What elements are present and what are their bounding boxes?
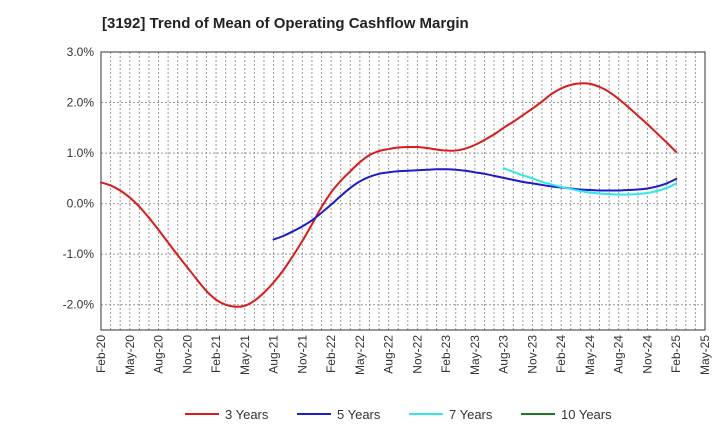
x-tick-label: Nov-21 — [295, 335, 309, 374]
x-tick-label: Aug-23 — [497, 335, 511, 374]
x-tick-label: May-25 — [698, 335, 712, 375]
y-tick-label: 2.0% — [67, 96, 95, 110]
y-tick-label: -1.0% — [63, 247, 95, 261]
y-tick-label: 3.0% — [67, 45, 95, 59]
y-axis-ticks: 3.0% 2.0% 1.0% 0.0% -1.0% -2.0% — [63, 45, 95, 312]
y-tick-label: -2.0% — [63, 298, 95, 312]
x-tick-label: Aug-22 — [382, 335, 396, 374]
x-tick-label: May-21 — [238, 335, 252, 375]
legend-label-3-years: 3 Years — [225, 407, 269, 422]
x-tick-label: May-20 — [123, 335, 137, 375]
x-tick-label: Feb-24 — [554, 335, 568, 373]
series-line-5-years — [272, 168, 678, 241]
y-tick-label: 1.0% — [67, 146, 95, 160]
legend: 3 Years 5 Years 7 Years 10 Years — [185, 407, 612, 422]
x-tick-label: Feb-25 — [669, 335, 683, 373]
x-tick-label: Feb-23 — [439, 335, 453, 373]
series-line-7-years — [502, 167, 678, 196]
x-tick-label: Nov-22 — [410, 335, 424, 374]
series-line-3-years — [100, 82, 678, 308]
x-tick-label: May-23 — [468, 335, 482, 375]
x-tick-label: Aug-21 — [267, 335, 281, 374]
x-tick-label: May-22 — [353, 335, 367, 375]
x-tick-label: Aug-20 — [152, 335, 166, 374]
x-tick-label: Nov-20 — [180, 335, 194, 374]
x-tick-label: Nov-24 — [640, 335, 654, 374]
chart-title: [3192] Trend of Mean of Operating Cashfl… — [102, 15, 469, 32]
series-lines — [100, 82, 678, 308]
y-tick-label: 0.0% — [67, 197, 95, 211]
x-axis-ticks: Feb-20 May-20 Aug-20 Nov-20 Feb-21 May-21 Aug-… — [94, 335, 712, 375]
x-tick-label: Nov-23 — [525, 335, 539, 374]
x-tick-label: Aug-24 — [612, 335, 626, 374]
x-tick-label: Feb-20 — [94, 335, 108, 373]
x-tick-label: Feb-21 — [209, 335, 223, 373]
legend-label-5-years: 5 Years — [337, 407, 381, 422]
legend-label-7-years: 7 Years — [449, 407, 493, 422]
x-tick-label: Feb-22 — [324, 335, 338, 373]
plot-area-frame — [100, 51, 706, 331]
x-tick-label: May-24 — [583, 335, 597, 375]
legend-label-10-years: 10 Years — [561, 407, 612, 422]
